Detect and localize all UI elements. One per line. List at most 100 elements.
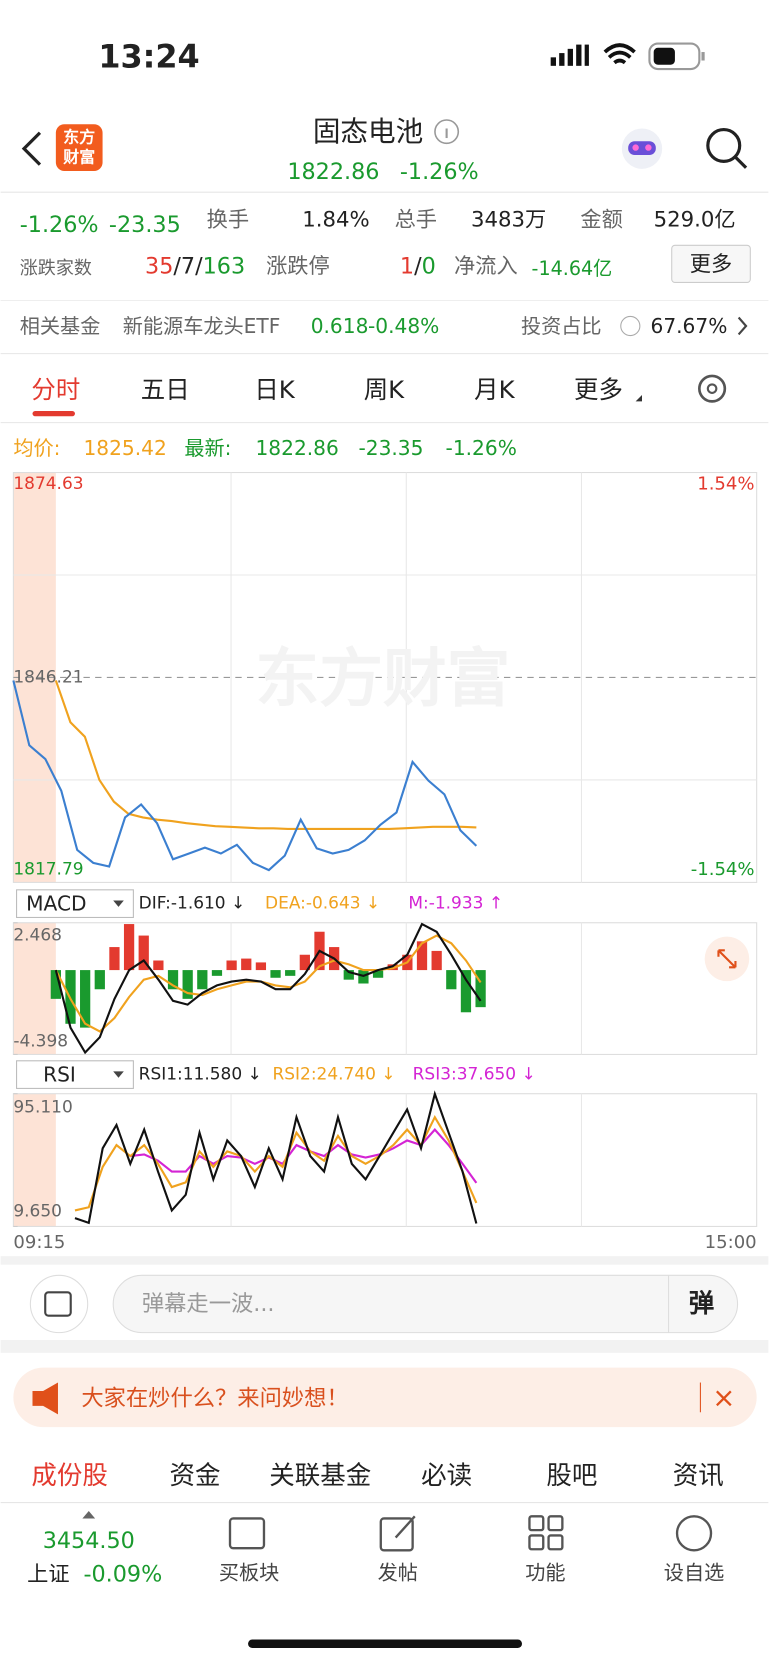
tab[interactable]: 更多 — [574, 375, 623, 404]
clock: 13:24 — [98, 37, 199, 75]
danmaku-settings[interactable] — [29, 1274, 89, 1334]
macd-bar — [167, 970, 179, 990]
more-button-label: 更多 — [690, 252, 732, 277]
pct-bottom: -1.54% — [691, 859, 755, 880]
macd-bar — [138, 935, 149, 971]
y-tick-label: 1817.79 — [13, 860, 83, 880]
bottom-tab[interactable]: 关联基金 — [269, 1461, 371, 1491]
stat-label: 换手 — [207, 207, 249, 232]
rsi2-text: RSI2:24.740 ↓ — [272, 1065, 395, 1085]
megaphone — [32, 1382, 58, 1415]
macd-bar — [416, 941, 428, 971]
fund-price: 0.618 — [311, 314, 369, 338]
chevron — [737, 316, 748, 336]
macd-bar — [80, 970, 91, 1028]
bottom-tab[interactable]: 资金 — [169, 1461, 220, 1491]
more-button[interactable] — [671, 244, 751, 283]
stat-change-pct: -1.26% — [20, 212, 99, 238]
expand-icon — [717, 949, 737, 969]
index-value: 3454.50 — [43, 1528, 135, 1554]
stat-value: 3483万 — [471, 207, 546, 232]
notice-text: 大家在炒什么？来问妙想！ — [81, 1385, 348, 1411]
logo-text: 东方 — [63, 127, 95, 146]
nav-item[interactable]: 发帖 — [378, 1561, 418, 1585]
tab[interactable]: 日K — [254, 375, 295, 404]
dea-line — [54, 934, 482, 1033]
macd-bar — [50, 970, 61, 999]
search-button[interactable] — [706, 127, 748, 169]
index-name: 上证 — [27, 1562, 69, 1587]
stat-value: 529.0亿 — [654, 207, 736, 232]
macd-bar — [153, 960, 164, 971]
limit-sep: / — [414, 254, 422, 280]
help-icon[interactable] — [620, 315, 641, 337]
macd-bar — [197, 970, 208, 990]
bottom-tab[interactable]: 资讯 — [673, 1461, 724, 1491]
rsi3-text: RSI3:37.650 ↓ — [413, 1065, 536, 1085]
title: 固态电池 — [313, 115, 423, 148]
assistant-avatar[interactable] — [621, 128, 663, 169]
bottom-tab[interactable]: 必读 — [421, 1461, 472, 1491]
notice-bar[interactable] — [13, 1367, 757, 1428]
chart-frame — [12, 922, 758, 1055]
y-tick-label: -4.398 — [13, 1032, 68, 1052]
rsi1-line — [74, 1090, 478, 1225]
latest-label: 最新: — [184, 436, 231, 460]
fund-change: -0.48% — [368, 314, 439, 338]
limit-up: 1 — [400, 254, 414, 280]
nav-item[interactable]: 买板块 — [219, 1561, 279, 1585]
breadth-up: 35 — [145, 254, 173, 280]
stat-inflow: -14.64亿 — [532, 257, 613, 280]
stat-value: 1.84% — [302, 207, 369, 232]
stat-label: 总手 — [395, 207, 437, 232]
macd-bar — [475, 970, 486, 1008]
breadth: 35/7/163 — [145, 254, 245, 280]
home-indicator — [248, 1639, 523, 1649]
y-tick-label: 1846.21 — [13, 667, 83, 687]
y-tick-label: 1874.63 — [13, 474, 83, 494]
bottom-tab[interactable]: 股吧 — [546, 1461, 597, 1491]
back-button[interactable] — [21, 131, 42, 166]
limit: 1/0 — [400, 254, 436, 280]
macd-bar — [299, 954, 310, 971]
notice-close[interactable]: × — [712, 1381, 735, 1414]
breadth-down: 163 — [203, 254, 246, 280]
stat-label: 金额 — [580, 207, 622, 232]
stat-label: 净流入 — [454, 254, 518, 279]
rsi-label: RSI — [43, 1063, 76, 1087]
comment-input[interactable] — [112, 1274, 739, 1334]
nav-item[interactable]: 功能 — [525, 1561, 565, 1585]
macd-bar — [270, 970, 281, 978]
settings-button[interactable] — [698, 374, 727, 403]
y-tick-label: 95.110 — [13, 1098, 72, 1118]
fund-name[interactable]: 新能源车龙头ETF — [123, 314, 281, 338]
battery — [648, 42, 705, 71]
macd-bar — [255, 962, 267, 971]
macd-bar — [372, 970, 384, 978]
tab[interactable]: 月K — [474, 375, 515, 404]
latest-change: -23.35 — [358, 436, 423, 460]
nav-item[interactable]: 设自选 — [664, 1561, 724, 1585]
tab[interactable]: 五日 — [141, 375, 190, 404]
index-change: -0.09% — [83, 1562, 162, 1588]
danmaku-button[interactable]: 弹 — [689, 1289, 714, 1319]
indicator-select[interactable] — [16, 889, 134, 918]
y-tick-label: 9.650 — [13, 1202, 62, 1222]
indicator-select[interactable] — [16, 1060, 134, 1089]
fund-label: 相关基金 — [20, 314, 101, 338]
bottom-tab[interactable]: 成份股 — [31, 1461, 107, 1491]
stat-change-amt: -23.35 — [109, 212, 181, 238]
tab-indicator — [32, 410, 75, 417]
tab[interactable]: 周K — [364, 375, 405, 404]
tab[interactable]: 分时 — [31, 375, 80, 404]
dea-text: DEA:-0.643 ↓ — [265, 894, 380, 914]
macd-bar — [343, 970, 354, 980]
dropdown-triangle — [113, 900, 124, 907]
separator — [0, 1340, 769, 1353]
breadth-flat: /7/ — [173, 254, 203, 280]
macd-bar — [94, 970, 105, 990]
macd-bar — [109, 947, 120, 971]
info-icon[interactable] — [434, 119, 460, 145]
macd-bar — [460, 970, 472, 1013]
